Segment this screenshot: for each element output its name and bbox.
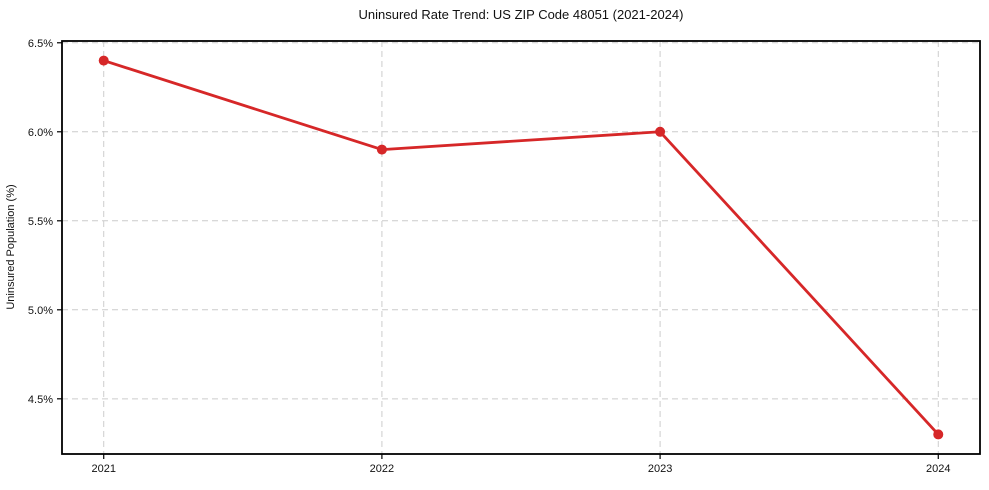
y-tick-label: 6.0%: [28, 127, 53, 139]
data-point-marker: [98, 55, 109, 66]
y-tick-label: 5.5%: [28, 216, 53, 228]
trend-line: [102, 59, 940, 436]
y-tick-label: 4.5%: [28, 394, 53, 406]
x-tick-label: 2023: [648, 463, 672, 475]
x-tick-label: 2021: [91, 463, 115, 475]
chart-title: Uninsured Rate Trend: US ZIP Code 48051 …: [358, 7, 684, 22]
gridlines: [62, 41, 980, 454]
data-points: [98, 55, 944, 440]
y-tick-label: 5.0%: [28, 305, 53, 317]
trend-line-group: [102, 59, 940, 436]
data-point-marker: [933, 429, 944, 440]
x-tick-label: 2022: [370, 463, 394, 475]
x-tick-label: 2024: [926, 463, 950, 475]
data-point-marker: [376, 144, 387, 155]
axis-ticks: [57, 42, 939, 459]
axis-tick-labels: 4.5% 5.0% 5.5% 6.0% 6.5% 2021 2022 2023 2024: [28, 38, 951, 475]
plot-border: [61, 40, 981, 455]
y-tick-label: 6.5%: [28, 38, 53, 50]
data-point-marker: [655, 126, 666, 137]
